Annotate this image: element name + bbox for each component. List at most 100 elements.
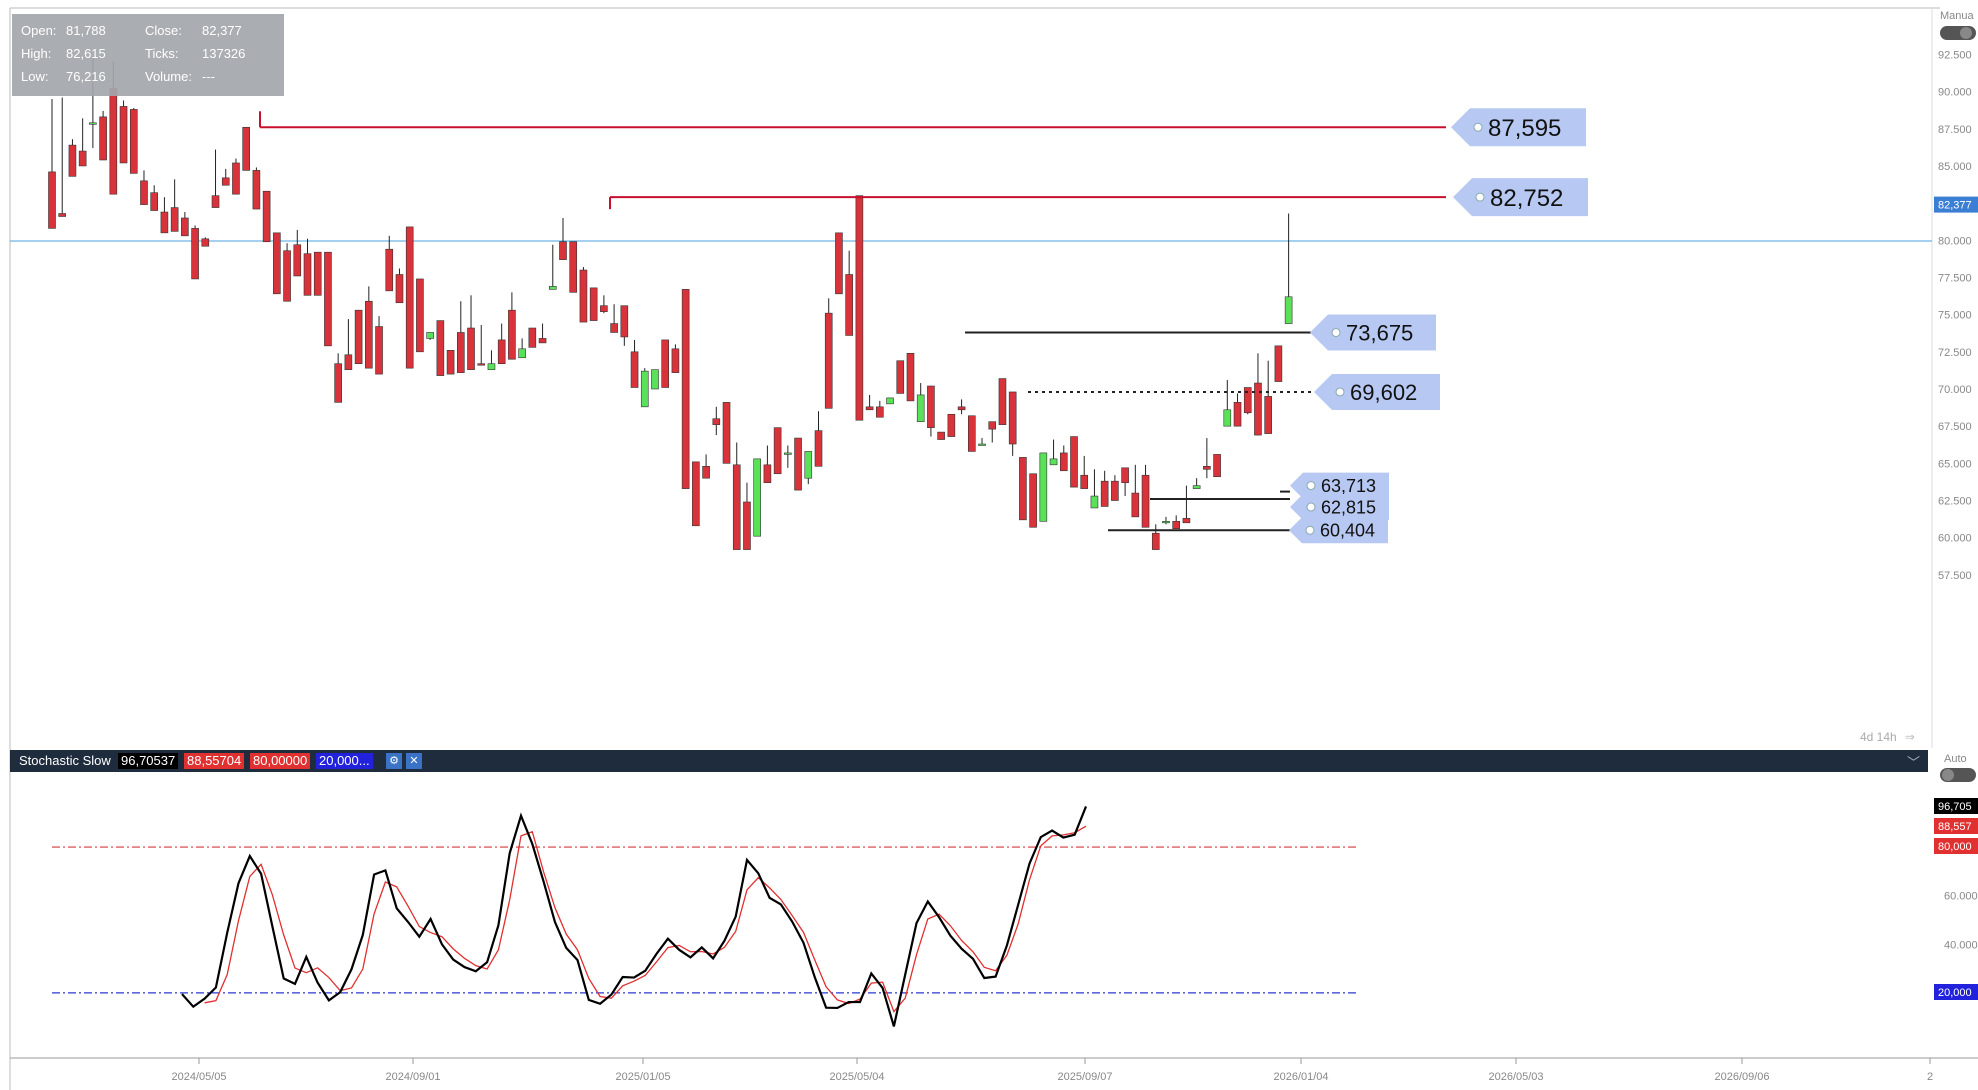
candle <box>824 298 833 409</box>
candle <box>773 427 782 475</box>
candle <box>845 250 853 336</box>
price-level-label: 82,752 <box>1490 185 1563 212</box>
price-tick-label: 62.500 <box>1938 496 1972 508</box>
candle <box>661 339 670 388</box>
candle <box>548 244 557 290</box>
close-label: Close: <box>145 23 182 38</box>
candle <box>1203 438 1211 479</box>
candle-body <box>732 464 741 550</box>
indicator-scale-mode-label: Auto <box>1944 753 1967 765</box>
candle <box>78 118 87 167</box>
price-level-handle <box>1305 525 1315 535</box>
candle <box>221 168 230 186</box>
candle-body <box>886 397 894 405</box>
stoch-axis-badge-label: 80,000 <box>1938 841 1972 853</box>
candle <box>1080 455 1089 489</box>
low-label: Low: <box>21 69 49 84</box>
candle <box>1254 353 1262 436</box>
candle-body <box>303 253 312 296</box>
candle <box>732 442 741 550</box>
price-level: 63,713 <box>1280 472 1389 499</box>
candle <box>477 325 486 366</box>
price-level: 87,595 <box>259 108 1586 147</box>
candle-body <box>78 150 87 167</box>
candle <box>937 431 945 440</box>
price-tick-label: 65.000 <box>1938 458 1972 470</box>
toggle-knob <box>1942 769 1954 781</box>
candle-body <box>589 287 598 321</box>
candle <box>559 217 567 260</box>
candle <box>784 445 792 468</box>
candle <box>456 301 465 373</box>
candle <box>712 406 721 436</box>
candle <box>947 413 956 437</box>
candle-body <box>1121 467 1129 483</box>
x-axis-label: 2025/09/07 <box>1057 1071 1112 1083</box>
candle-body <box>692 461 700 527</box>
candle <box>1223 380 1232 427</box>
candle-body <box>1070 436 1078 488</box>
candle-body <box>283 250 291 302</box>
x-axis: 2024/05/05 2024/09/01 2025/01/05 2025/05/04… <box>171 1058 1933 1083</box>
candle <box>68 139 77 177</box>
candle <box>262 190 271 243</box>
candle <box>967 415 976 452</box>
candle <box>1162 516 1170 525</box>
candle <box>242 126 250 171</box>
candle-body <box>1019 457 1027 521</box>
candle <box>1019 457 1027 521</box>
price-tick-label: 70.000 <box>1938 384 1972 396</box>
candle <box>1111 475 1119 501</box>
stoch-axis-badge <box>1934 984 1978 1000</box>
price-tick-label: 90.000 <box>1938 87 1972 99</box>
chevron-down-icon[interactable]: ﹀ <box>1906 756 1920 771</box>
candle <box>446 350 455 375</box>
candle <box>385 235 394 292</box>
candle <box>528 327 537 348</box>
candle <box>538 323 547 344</box>
x-axis-label: 2024/09/01 <box>385 1071 440 1083</box>
price-level-callout <box>1310 314 1436 351</box>
candle-body <box>191 228 199 280</box>
current-price-label: 82,377 <box>1938 200 1972 212</box>
candle-body <box>273 232 281 295</box>
price-level-callout <box>1290 472 1389 499</box>
price-tick-label: 80.000 <box>1938 235 1972 247</box>
indicator-scale-toggle[interactable] <box>1940 768 1976 782</box>
candle-body <box>293 244 302 277</box>
candle <box>998 378 1007 425</box>
x-axis-label: 2 <box>1927 1071 1933 1083</box>
price-tick-label: 57.500 <box>1938 570 1972 582</box>
candle-body <box>1090 495 1099 509</box>
candle-body <box>150 192 158 211</box>
candle-body <box>651 369 659 390</box>
close-icon[interactable]: ✕ <box>406 753 422 769</box>
candle-body <box>1029 473 1037 528</box>
candle-body <box>804 451 813 479</box>
candle-body <box>947 413 956 437</box>
candle-body <box>252 170 261 210</box>
x-axis-label: 2025/05/04 <box>829 1071 884 1083</box>
candles-group <box>48 57 1293 550</box>
ohlc-info-panel: Open: 81,788 Close: 82,377 High: 82,615 … <box>12 14 284 96</box>
candle <box>283 243 291 302</box>
candle-body <box>497 339 506 365</box>
candle <box>630 339 639 388</box>
candle-body <box>876 406 884 418</box>
candle-body <box>1274 345 1283 382</box>
candle <box>763 445 772 483</box>
candle <box>702 454 710 479</box>
stoch-axis-badge <box>1934 798 1978 814</box>
indicator-header: Stochastic Slow 96,70537 88,55704 80,000… <box>10 750 1928 772</box>
price-scale-toggle[interactable] <box>1940 26 1976 40</box>
candle <box>140 170 148 205</box>
candle-body <box>906 352 915 402</box>
candle <box>191 225 199 280</box>
candle <box>405 226 414 369</box>
settings-icon[interactable]: ⚙ <box>386 753 402 769</box>
candle-body <box>794 437 802 491</box>
candle <box>1100 470 1109 507</box>
open-value: 81,788 <box>66 23 106 38</box>
